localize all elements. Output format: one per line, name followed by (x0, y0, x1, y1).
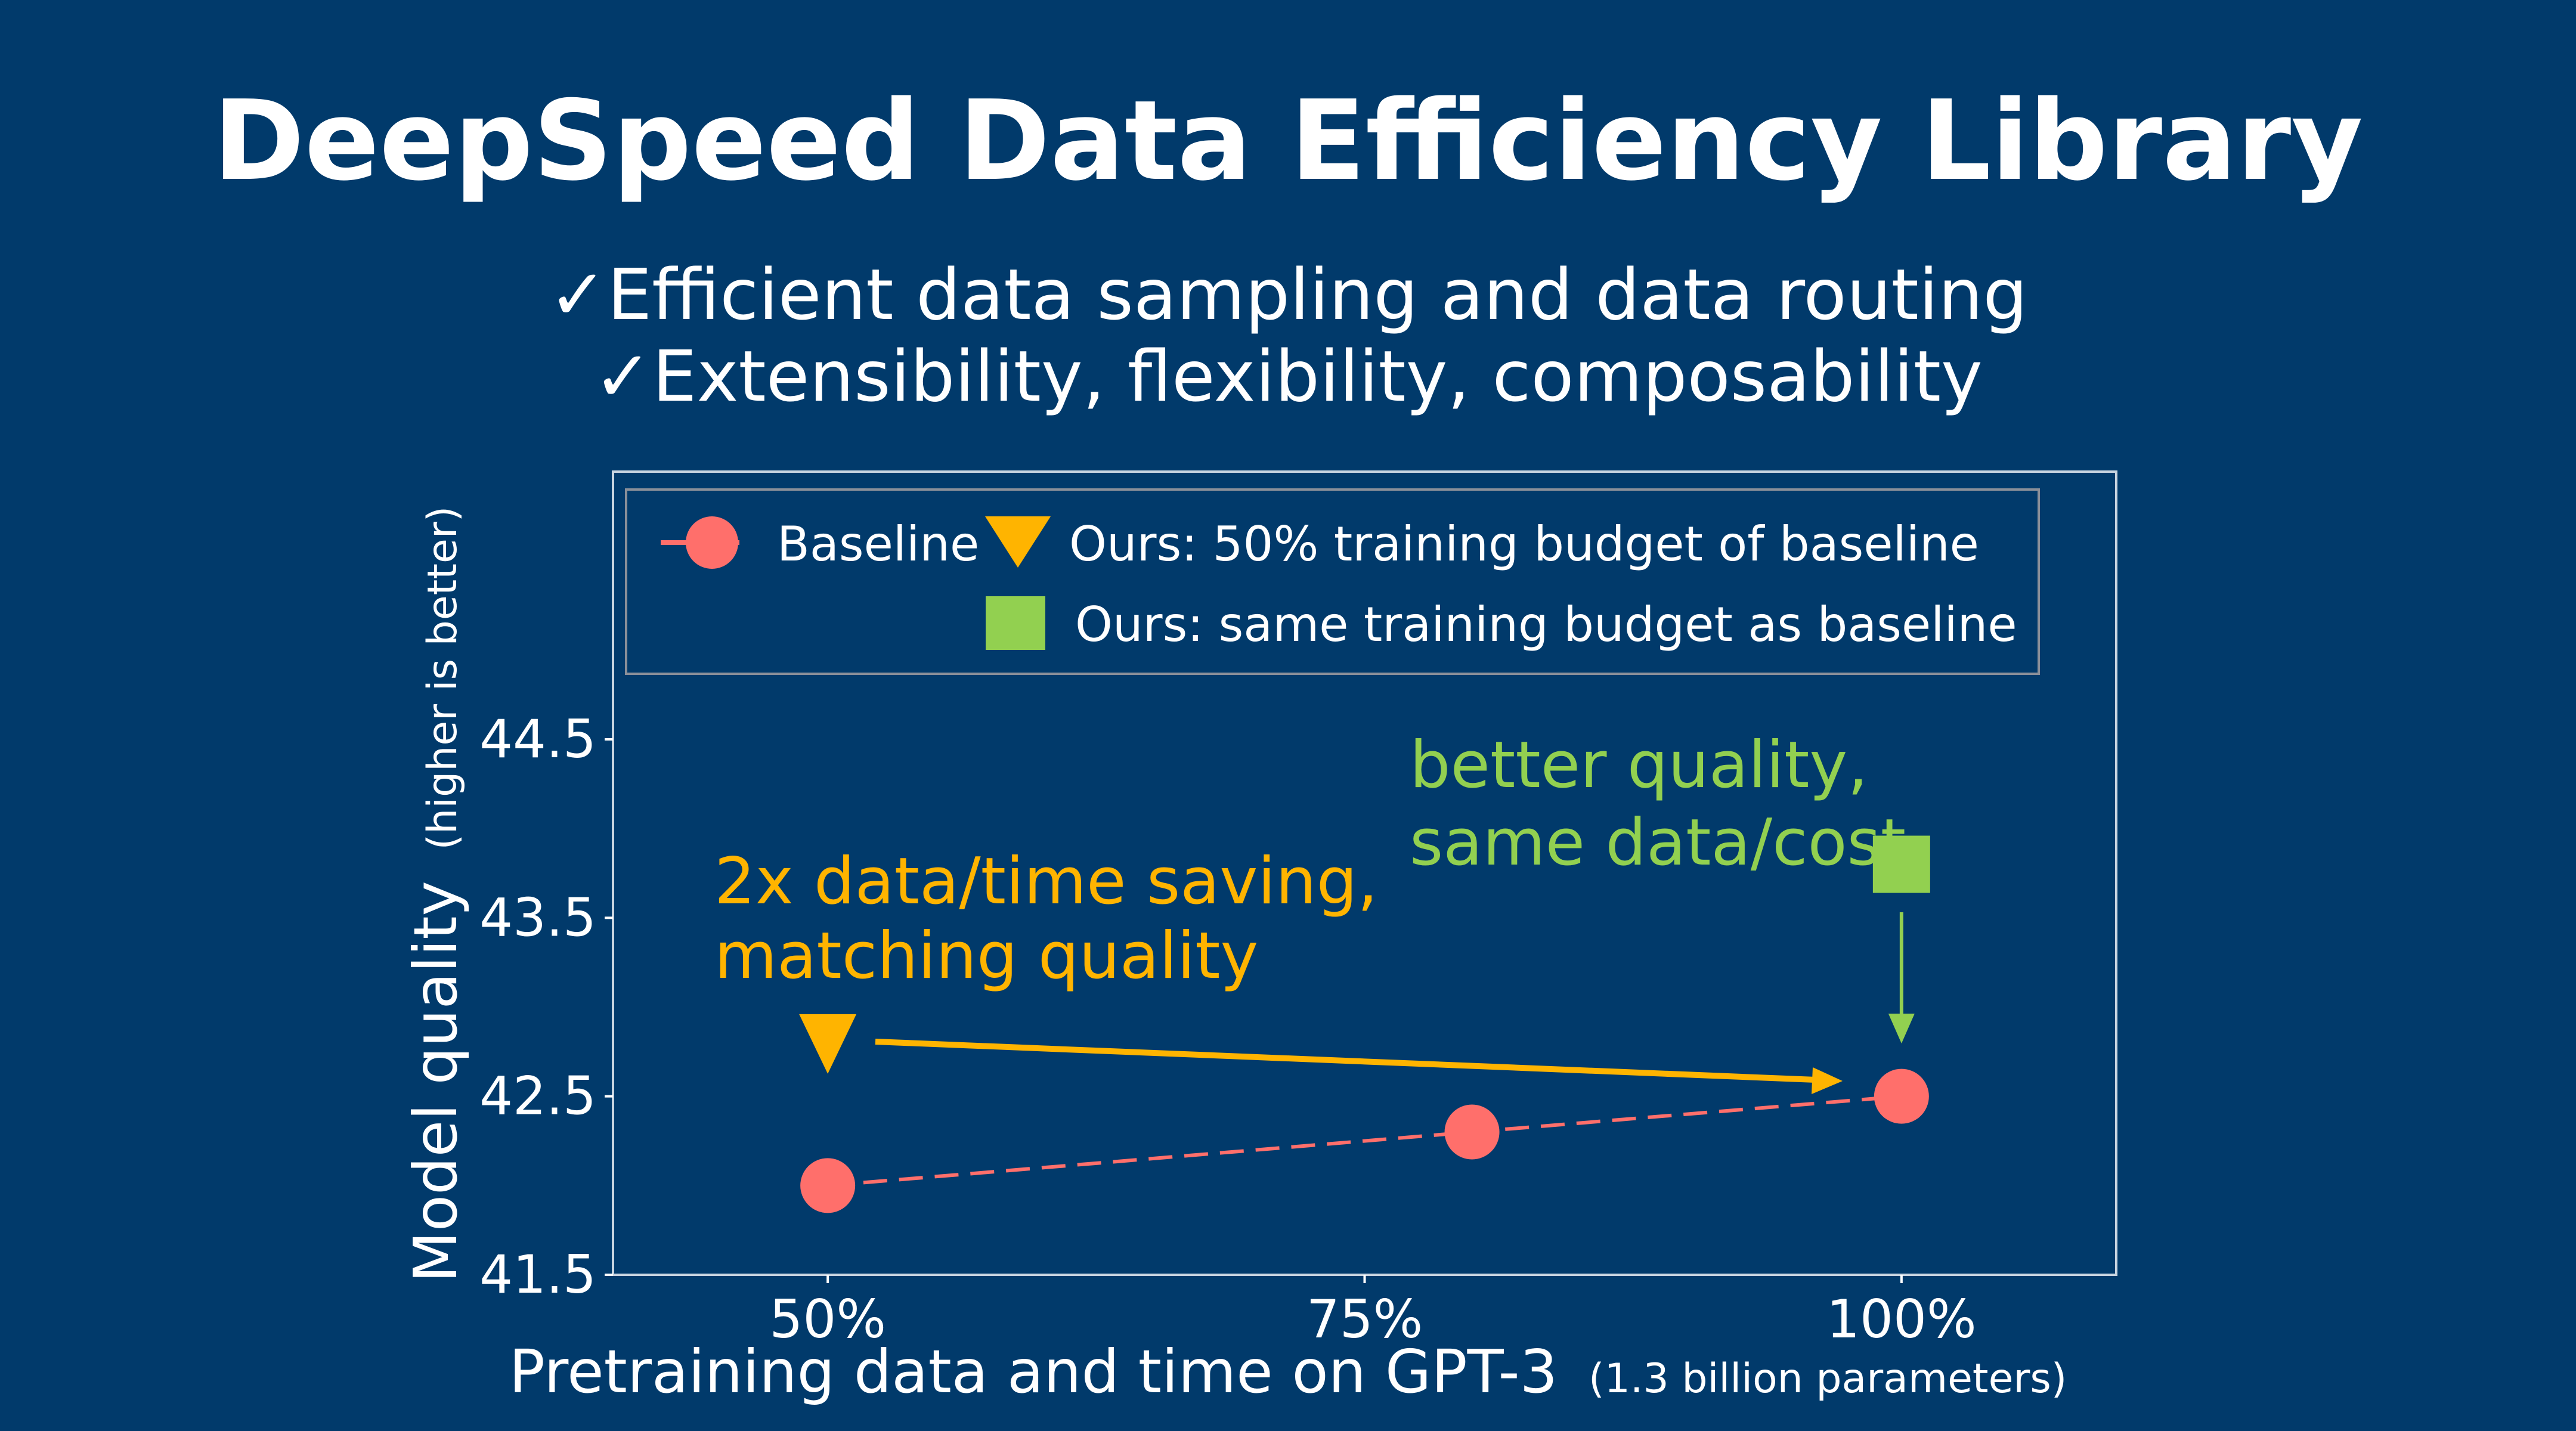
arrow-saving (875, 1039, 1816, 1083)
y-axis-label: Model quality (higher is better) (401, 506, 470, 1283)
x-tick-label: 100% (1826, 1288, 1977, 1350)
chart: 50% 75% 100% 41.5 42.5 43.5 44.5 (479, 470, 2117, 1350)
y-axis-label-main: Model quality (401, 881, 470, 1283)
legend-box (625, 488, 2040, 675)
annotation-quality-line-1: better quality, (1410, 728, 1868, 803)
baseline-point (1444, 1104, 1500, 1160)
y-tick-label: 44.5 (479, 708, 596, 770)
baseline-point (1874, 1068, 1929, 1124)
legend-label-ours-half: Ours: 50% training budget of baseline (1069, 516, 1979, 572)
x-axis-label-small: (1.3 billion parameters) (1589, 1355, 2067, 1402)
legend-baseline-marker (686, 516, 738, 569)
y-tick-label: 42.5 (479, 1065, 596, 1127)
y-tick-label: 43.5 (479, 887, 596, 948)
ours-same-point (1872, 835, 1930, 893)
baseline-point (800, 1158, 856, 1213)
arrow-saving-head (1812, 1067, 1843, 1094)
bullet-2: ✓Extensibility, flexibility, composabili… (593, 335, 1983, 417)
legend: Baseline Ours: 50% training budget of ba… (625, 488, 2040, 675)
ours-half-point (799, 1014, 857, 1074)
slide-title: DeepSpeed Data Efficiency Library (213, 76, 2363, 205)
annotation-saving-line-2: matching quality (714, 919, 1258, 993)
x-tick-label: 50% (769, 1288, 886, 1350)
bullet-1: ✓Efficient data sampling and data routin… (549, 253, 2027, 336)
legend-label-ours-same: Ours: same training budget as baseline (1075, 597, 2017, 652)
annotation-quality-line-2: same data/cost (1410, 806, 1906, 880)
legend-ours-half-marker (985, 516, 1051, 568)
y-tick-label: 41.5 (479, 1244, 596, 1305)
annotation-saving-line-1: 2x data/time saving, (714, 844, 1378, 919)
legend-ours-same-marker (986, 596, 1045, 650)
x-axis-label-main: Pretraining data and time on GPT-3 (509, 1337, 1558, 1407)
y-axis-label-small: (higher is better) (419, 506, 466, 850)
legend-label-baseline: Baseline (777, 516, 979, 572)
x-tick-label: 75% (1306, 1288, 1423, 1350)
x-axis-label: Pretraining data and time on GPT-3 (1.3 … (509, 1337, 2067, 1407)
arrow-quality-head (1888, 1014, 1915, 1043)
